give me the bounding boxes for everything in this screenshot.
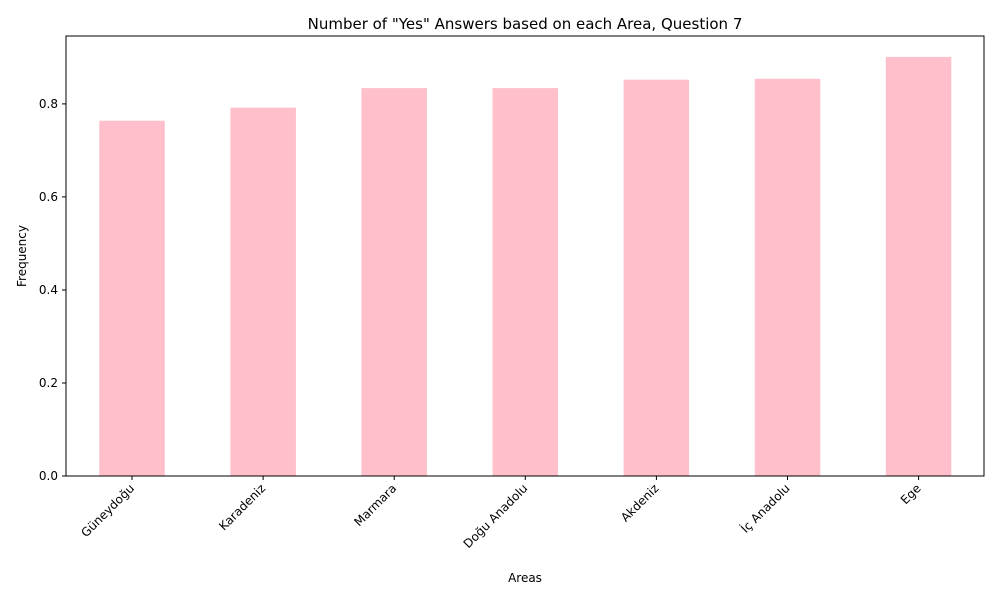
bar-2 [361,88,427,476]
bars [99,56,952,477]
x-tick-label-4: Akdeniz [618,481,661,524]
x-tick-label-6: Ege [898,481,924,507]
plot-frame [65,35,985,477]
y-tick-label-3: 0.6 [39,190,58,204]
x-tick-label-2: Marmara [351,481,399,529]
bar-6 [885,56,952,477]
x-tick-label-0: Güneydoğu [78,481,137,540]
x-axis-ticks: Güneydoğu Karadeniz Marmara Doğu Anadolu Akd… [78,476,924,551]
x-tick-label-1: Karadeniz [216,481,268,533]
chart-title: Number of "Yes" Answers based on each Ar… [308,15,743,33]
y-tick-label-4: 0.8 [39,97,58,111]
bar-1 [230,107,296,476]
bar-0 [99,120,165,476]
bar-4 [623,79,690,476]
x-axis-label: Areas [508,571,542,585]
y-axis-label: Frequency [15,225,29,287]
x-tick-label-5: İç Anadolu [737,481,792,536]
bar-5 [754,78,821,477]
y-tick-label-0: 0.0 [39,469,58,483]
x-tick-label-3: Doğu Anadolu [461,481,531,551]
y-tick-label-2: 0.4 [39,283,58,297]
bar-3 [492,88,558,476]
y-axis-ticks: 0.0 0.2 0.4 0.6 0.8 [39,97,66,483]
y-tick-label-1: 0.2 [39,376,58,390]
